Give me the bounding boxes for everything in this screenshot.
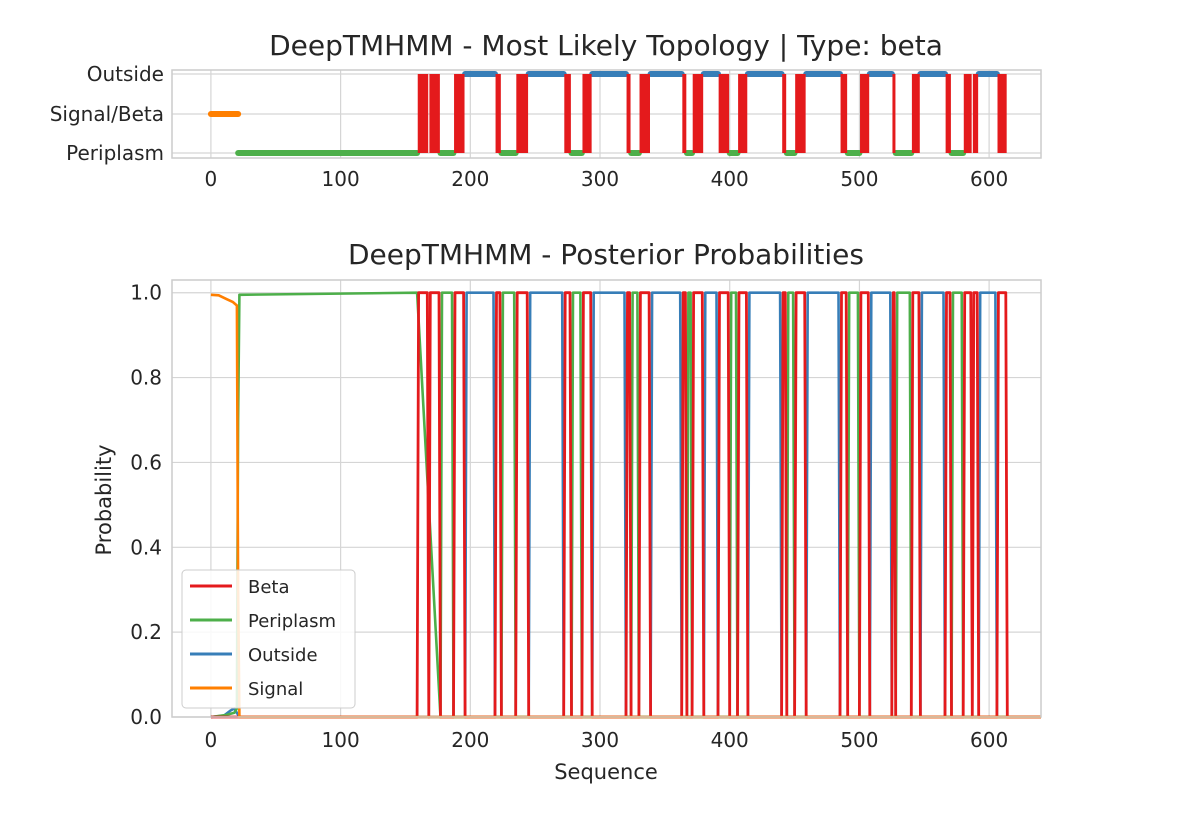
posterior-x-tick-label: 500 bbox=[840, 728, 878, 752]
posterior-y-tick-label: 0.0 bbox=[130, 705, 162, 729]
topology-beta-segment bbox=[516, 74, 529, 153]
topology-beta-segment bbox=[795, 74, 806, 153]
posterior-title: DeepTMHMM - Posterior Probabilities bbox=[348, 238, 864, 271]
legend-label-periplasm: Periplasm bbox=[248, 611, 336, 632]
topology-beta-segment bbox=[429, 74, 440, 153]
topology-beta-segment bbox=[417, 74, 429, 153]
topology-frame bbox=[171, 69, 1042, 159]
topology-x-tick-label: 500 bbox=[840, 167, 878, 191]
topology-panel: DeepTMHMM - Most Likely Topology | Type:… bbox=[50, 29, 1042, 191]
posterior-x-tick-label: 200 bbox=[451, 728, 489, 752]
topology-beta-segment bbox=[911, 74, 920, 153]
topology-beta-segment bbox=[860, 74, 870, 153]
topology-beta-segment bbox=[782, 74, 787, 153]
legend-box bbox=[181, 569, 356, 709]
posterior-y-axis-label: Probability bbox=[92, 444, 116, 555]
topology-beta-segment bbox=[582, 74, 592, 153]
topology-beta-segment bbox=[495, 74, 501, 153]
posterior-frame bbox=[171, 279, 1042, 718]
posterior-x-tick-labels: 0 100 200 300 400 500 600 bbox=[205, 728, 1009, 752]
topology-beta-segment bbox=[639, 74, 650, 153]
topology-y-tick-label: Periplasm bbox=[66, 141, 164, 165]
posterior-x-tick-label: 300 bbox=[581, 728, 619, 752]
topology-title: DeepTMHMM - Most Likely Topology | Type:… bbox=[269, 29, 943, 62]
topology-beta-segment bbox=[972, 74, 979, 153]
posterior-y-tick-label: 1.0 bbox=[130, 281, 162, 305]
topology-x-tick-label: 200 bbox=[451, 167, 489, 191]
topology-x-tick-label: 100 bbox=[322, 167, 360, 191]
posterior-panel: DeepTMHMM - Posterior Probabilities 0.00… bbox=[92, 238, 1042, 784]
posterior-y-tick-label: 0.2 bbox=[130, 620, 162, 644]
topology-beta-segment bbox=[738, 74, 748, 153]
topology-y-tick-label: Outside bbox=[87, 62, 164, 86]
topology-x-tick-label: 400 bbox=[711, 167, 749, 191]
topology-beta-segment bbox=[564, 74, 571, 153]
topology-beta-segment bbox=[892, 74, 896, 153]
posterior-y-tick-label: 0.8 bbox=[130, 366, 162, 390]
topology-y-tick-labels: Periplasm Signal/Beta Outside bbox=[50, 62, 164, 165]
legend: Beta Periplasm Outside Signal bbox=[181, 569, 356, 709]
legend-label-signal: Signal bbox=[248, 679, 303, 700]
posterior-y-tick-label: 0.4 bbox=[130, 535, 162, 559]
posterior-x-tick-label: 400 bbox=[711, 728, 749, 752]
topology-beta-segment bbox=[692, 74, 704, 153]
posterior-x-tick-label: 600 bbox=[970, 728, 1008, 752]
topology-x-tick-labels: 0 100 200 300 400 500 600 bbox=[205, 167, 1009, 191]
topology-x-tick-label: 600 bbox=[970, 167, 1008, 191]
posterior-x-tick-label: 0 bbox=[205, 728, 218, 752]
topology-beta-segment bbox=[718, 74, 730, 153]
topology-beta-segment bbox=[626, 74, 631, 153]
posterior-y-tick-labels: 0.0 0.2 0.4 0.6 0.8 1.0 bbox=[130, 281, 162, 729]
legend-label-beta: Beta bbox=[248, 577, 290, 598]
legend-label-outside: Outside bbox=[248, 645, 318, 666]
posterior-x-axis-label: Sequence bbox=[554, 760, 658, 784]
topology-data bbox=[207, 71, 1007, 156]
posterior-y-tick-label: 0.6 bbox=[130, 450, 162, 474]
topology-beta-segment bbox=[840, 74, 848, 153]
topology-x-tick-label: 300 bbox=[581, 167, 619, 191]
topology-beta-segment bbox=[454, 74, 465, 153]
posterior-x-tick-label: 100 bbox=[322, 728, 360, 752]
topology-beta-segment bbox=[682, 74, 687, 153]
topology-beta-segment bbox=[997, 74, 1007, 153]
topology-y-tick-label: Signal/Beta bbox=[50, 102, 164, 126]
topology-beta-segment bbox=[945, 74, 951, 153]
topology-beta-segment bbox=[963, 74, 972, 153]
legend-items: Beta Periplasm Outside Signal bbox=[190, 577, 336, 700]
topology-x-tick-label: 0 bbox=[205, 167, 218, 191]
